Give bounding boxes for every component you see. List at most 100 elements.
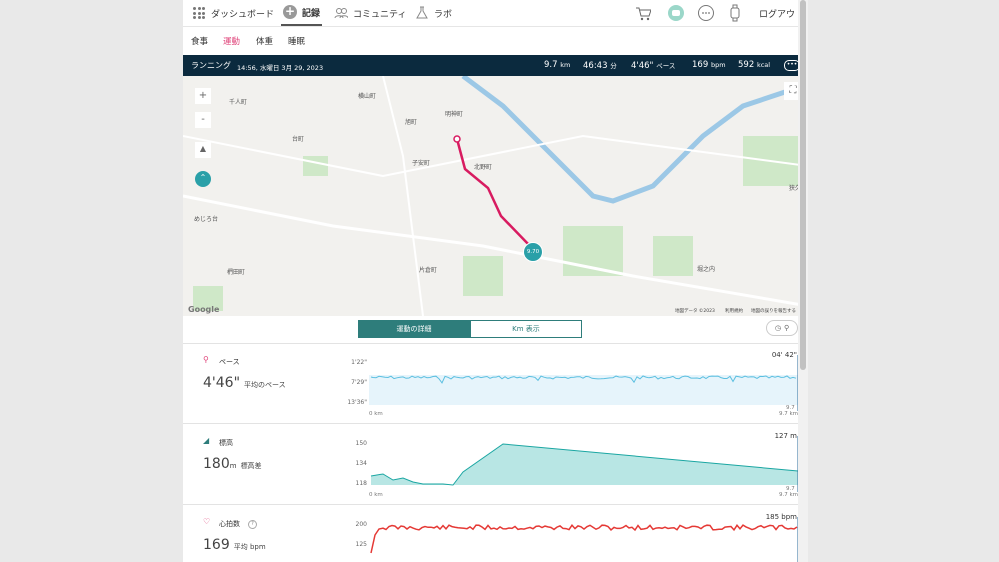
pace-section: ⚲ ペース 4'46" 平均のペース 1'22" 7'29" 13'36" 0 k…	[183, 343, 808, 424]
pace-plot	[369, 355, 799, 411]
y-tick: 150	[355, 440, 367, 447]
y-tick: 125	[355, 541, 367, 548]
location-pin-icon: ⚲	[203, 355, 209, 364]
route-line	[455, 138, 532, 248]
nav-log[interactable]: + 記録	[281, 0, 323, 26]
y-tick: 1'22"	[351, 359, 367, 366]
tab-exercise[interactable]: 運動	[223, 37, 241, 47]
activity-type: ランニング	[191, 61, 231, 70]
app-frame: ダッシュボード + 記録 コミュニティ ラボ	[183, 0, 808, 562]
elevation-plot	[370, 436, 799, 492]
map-label: 片倉町	[419, 267, 438, 274]
mountain-icon: ◢	[203, 436, 210, 445]
map-data-credit: 地図データ ©2023	[675, 309, 715, 314]
nav-dashboard[interactable]: ダッシュボード	[193, 0, 274, 26]
tab-exercise-detail[interactable]: 運動の詳細	[358, 320, 470, 338]
google-logo: Google	[188, 305, 220, 314]
top-nav: ダッシュボード + 記録 コミュニティ ラボ	[183, 0, 808, 27]
tab-weight[interactable]: 体重	[256, 37, 274, 47]
nav-labs[interactable]: ラボ	[415, 0, 452, 26]
map-label: 横山町	[358, 93, 377, 100]
route-start-icon	[453, 135, 461, 143]
heart-rate-plot	[370, 517, 799, 562]
y-tick: 118	[355, 480, 367, 487]
heart-rate-cursor-value: 185 bpm	[765, 513, 797, 521]
chevron-up-icon[interactable]: ⌃	[195, 171, 211, 187]
sub-nav: 食事 運動 体重 睡眠	[183, 27, 808, 55]
activity-summary-bar: ランニング 14:56, 水曜日 3月 29, 2023 9.7 km 46:4…	[183, 55, 808, 76]
map-label: 千人町	[229, 99, 248, 106]
tab-food[interactable]: 食事	[191, 37, 209, 47]
x-tick-start: 0 km	[369, 492, 383, 498]
terrain-icon[interactable]: ▲	[195, 142, 211, 158]
elevation-chart[interactable]: 150 134 118 0 km 9.7 9.7 km 127 m	[343, 424, 803, 504]
pace-average: 4'46" 平均のペース	[203, 375, 286, 391]
elevation-diff: 180m 標高差	[203, 456, 262, 472]
detail-tabs: 運動の詳細 Km 表示 ◷ ⚲	[183, 316, 808, 344]
nav-dashboard-label: ダッシュボード	[211, 9, 275, 20]
heart-rate-title: 心拍数?	[219, 519, 257, 529]
scrollbar[interactable]	[798, 0, 808, 562]
scrollbar-thumb[interactable]	[800, 0, 806, 370]
y-tick: 13'36"	[347, 399, 367, 406]
x-tick-end-label: 9.7 km	[779, 492, 799, 498]
pace-cursor-value: 04' 42"	[771, 351, 797, 359]
flask-icon	[416, 6, 428, 19]
zoom-in-button[interactable]: +	[195, 88, 211, 104]
people-icon	[334, 8, 348, 19]
fullscreen-icon[interactable]: ⛶	[784, 82, 802, 100]
x-tick-end: 9.7	[786, 486, 795, 492]
nav-log-label: 記録	[302, 8, 321, 19]
heart-rate-chart[interactable]: 200 125 185 bpm	[343, 505, 803, 562]
elevation-cursor-value: 127 m	[774, 432, 797, 440]
y-tick: 134	[355, 460, 367, 467]
distance-value: 9.7 km	[544, 60, 571, 70]
route-map[interactable]: + - ▲ ⌃ ⛶ 9.70 千人町 横山町 明神町 旭町 台町 子安町 北野町…	[183, 76, 808, 316]
clock-icon: ◷	[774, 324, 781, 332]
map-label: 旭町	[405, 119, 418, 126]
x-tick-end-label: 9.7 km	[779, 411, 799, 417]
location-pin-icon: ⚲	[783, 324, 790, 332]
watch-icon[interactable]	[729, 4, 741, 22]
tab-km-view[interactable]: Km 表示	[470, 320, 582, 338]
map-label: めじろ台	[194, 216, 219, 223]
grid-dots-icon	[193, 7, 205, 19]
pace-chart[interactable]: 1'22" 7'29" 13'36" 0 km 9.7 9.7 km 04' 4…	[343, 343, 803, 423]
pace-title: ペース	[219, 358, 240, 366]
heart-rate-value: 169 bpm	[692, 60, 726, 70]
x-tick-end: 9.7	[786, 405, 795, 411]
map-background	[183, 76, 808, 316]
cart-icon[interactable]	[635, 4, 651, 22]
help-icon[interactable]: ?	[248, 519, 257, 529]
chat-icon[interactable]	[697, 4, 715, 22]
y-tick: 7'29"	[351, 379, 367, 386]
activity-datetime: 14:56, 水曜日 3月 29, 2023	[237, 64, 324, 72]
map-terms-link[interactable]: 利用規約	[725, 309, 743, 314]
plus-circle-icon: +	[283, 4, 297, 19]
map-label: 台町	[292, 136, 305, 143]
x-tick-start: 0 km	[369, 411, 383, 417]
tab-sleep[interactable]: 睡眠	[288, 37, 306, 47]
zoom-out-button[interactable]: -	[195, 112, 211, 128]
nav-community-label: コミュニティ	[353, 9, 407, 20]
map-label: 明神町	[445, 111, 464, 118]
view-toggle[interactable]: ◷ ⚲	[766, 320, 798, 336]
logout-link[interactable]: ログアウト	[759, 9, 805, 20]
heart-rate-section: ♡ 心拍数? 169 平均 bpm 200 125 185 bpm	[183, 505, 808, 562]
map-label: 北野町	[474, 164, 493, 171]
pace-value: 4'46" ペース	[631, 61, 676, 71]
elevation-section: ◢ 標高 180m 標高差 150 134 118 0 km 9.7 9.7 km…	[183, 424, 808, 505]
nav-community[interactable]: コミュニティ	[334, 0, 406, 26]
heart-icon: ♡	[203, 517, 211, 526]
map-report-link[interactable]: 地図の誤りを報告する	[751, 309, 796, 314]
map-label: 子安町	[412, 160, 431, 167]
map-label: 椚田町	[227, 269, 246, 276]
heart-rate-average: 169 平均 bpm	[203, 537, 266, 553]
y-tick: 200	[355, 521, 367, 528]
elevation-title: 標高	[219, 439, 233, 447]
nav-labs-label: ラボ	[434, 9, 453, 20]
distance-marker[interactable]: 9.70	[523, 242, 543, 262]
calories-value: 592 kcal	[738, 60, 771, 70]
map-label: 堀之内	[697, 266, 716, 273]
device-icon[interactable]	[667, 4, 685, 22]
